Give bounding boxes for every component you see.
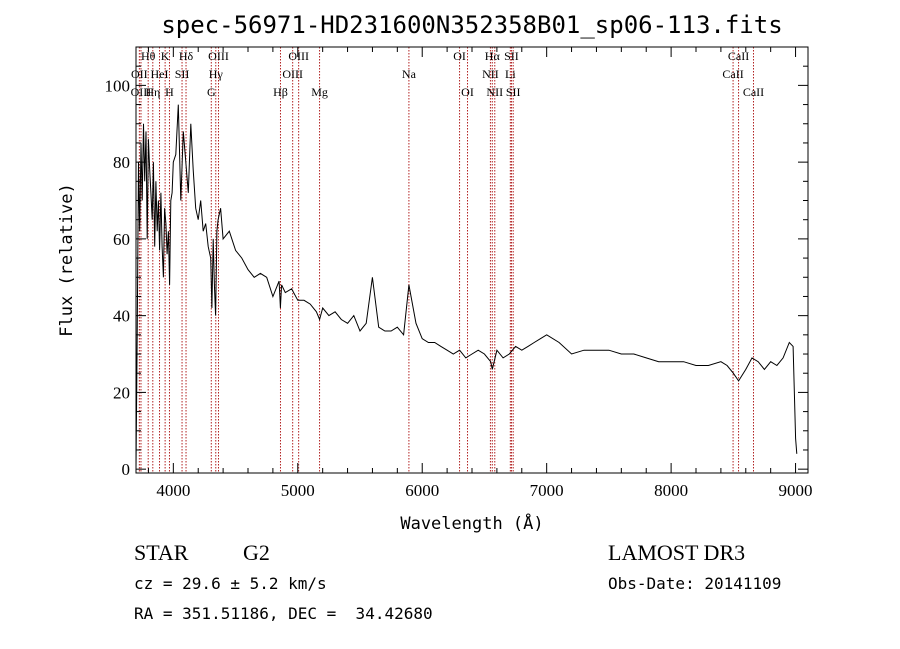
y-tick-label-2: 40 xyxy=(113,307,130,326)
line-label-24: SII xyxy=(506,85,521,99)
line-label-13: OIII xyxy=(282,67,303,81)
line-label-22: SII xyxy=(504,49,519,63)
line-label-26: CaII xyxy=(722,67,743,81)
line-label-25: CaII xyxy=(728,49,749,63)
spectral-line-markers xyxy=(138,47,754,473)
y-tick-label-1: 20 xyxy=(113,383,130,402)
y-axis-ticks: 0 20 40 60 80 100 xyxy=(105,65,808,479)
line-label-14: Hβ xyxy=(273,85,288,99)
x-tick-label-4: 8000 xyxy=(654,481,688,500)
line-label-6: Hδ xyxy=(179,49,194,63)
coordinates: RA = 351.51186, DEC = 34.42680 xyxy=(134,604,433,623)
line-label-0: Hθ xyxy=(141,49,156,63)
line-label-21: NII xyxy=(486,85,503,99)
redshift-cz: cz = 29.6 ± 5.2 km/s xyxy=(134,574,327,593)
y-tick-label-3: 60 xyxy=(113,230,130,249)
subclass: G2 xyxy=(243,540,270,565)
x-tick-label-2: 6000 xyxy=(405,481,439,500)
line-label-3: K xyxy=(161,49,170,63)
line-label-4: HeI xyxy=(151,67,169,81)
line-label-1: OII xyxy=(131,67,148,81)
x-axis-ticks: 4000 5000 6000 7000 8000 9000 xyxy=(147,47,813,500)
y-axis-label: Flux (relative) xyxy=(57,183,77,337)
plot-frame xyxy=(135,46,809,474)
obs-date: Obs-Date: 20141109 xyxy=(608,574,782,593)
line-label-11: G xyxy=(207,85,216,99)
line-label-9: OIII xyxy=(208,49,229,63)
data-release: LAMOST DR3 xyxy=(608,540,746,565)
x-tick-label-3: 7000 xyxy=(530,481,564,500)
x-tick-label-1: 5000 xyxy=(281,481,315,500)
line-label-20: NII xyxy=(482,67,499,81)
line-label-10: Hγ xyxy=(209,67,224,81)
line-label-18: OI xyxy=(461,85,474,99)
chart-title: spec-56971-HD231600N352358B01_sp06-113.f… xyxy=(161,11,782,39)
line-label-8: H xyxy=(165,85,174,99)
line-label-12: OIII xyxy=(288,49,309,63)
y-tick-label-4: 80 xyxy=(113,153,130,172)
y-tick-label-0: 0 xyxy=(122,460,131,479)
line-label-19: Hα xyxy=(485,49,501,63)
line-label-23: Li xyxy=(505,67,516,81)
line-label-16: Na xyxy=(402,67,417,81)
line-label-15: Mg xyxy=(311,85,328,99)
object-type: STAR xyxy=(134,540,189,565)
line-label-7: SII xyxy=(175,67,190,81)
x-axis-label: Wavelength (Å) xyxy=(400,512,543,534)
spectrum-line xyxy=(135,104,798,470)
line-label-5: Hη xyxy=(145,85,160,99)
x-tick-label-0: 4000 xyxy=(156,481,190,500)
line-label-27: CaII xyxy=(743,85,764,99)
line-label-17: OI xyxy=(453,49,466,63)
y-tick-label-5: 100 xyxy=(105,76,131,95)
x-tick-label-5: 9000 xyxy=(779,481,813,500)
